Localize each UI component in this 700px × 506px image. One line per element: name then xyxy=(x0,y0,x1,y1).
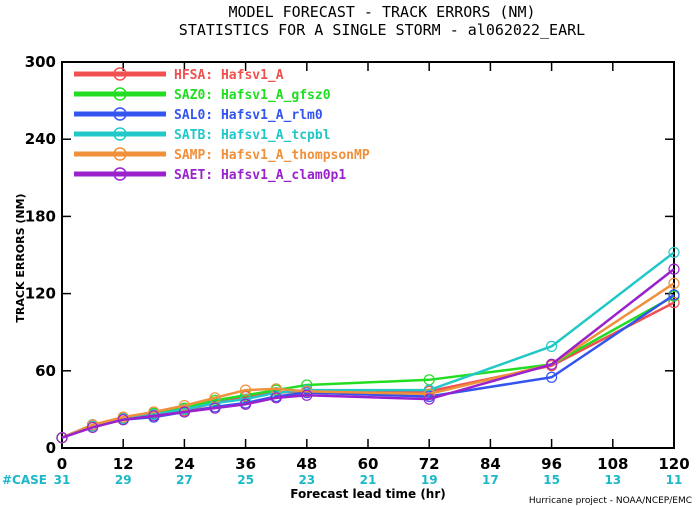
x-tick-label: 36 xyxy=(235,455,256,473)
legend-marker xyxy=(113,147,127,161)
legend-marker xyxy=(113,107,127,121)
data-point xyxy=(668,289,680,301)
y-tick-label: 0 xyxy=(46,439,56,457)
case-count: 21 xyxy=(360,473,377,487)
y-tick-label: 300 xyxy=(25,53,56,71)
data-point xyxy=(270,392,282,404)
data-point xyxy=(270,383,282,395)
case-label: #CASE xyxy=(2,473,47,487)
case-count: 29 xyxy=(115,473,132,487)
x-tick-label: 60 xyxy=(358,455,379,473)
x-tick-label: 96 xyxy=(541,455,562,473)
x-tick-label: 24 xyxy=(174,455,195,473)
data-point xyxy=(209,394,221,406)
data-point xyxy=(301,389,313,401)
chart-title: MODEL FORECAST - TRACK ERRORS (NM) xyxy=(228,3,535,21)
data-point xyxy=(178,406,190,418)
case-count: 25 xyxy=(237,473,254,487)
case-count: 19 xyxy=(421,473,438,487)
legend-entry: SAMP: Hafsv1_A_thompsonMP xyxy=(174,148,370,163)
case-count: 17 xyxy=(482,473,499,487)
data-point xyxy=(668,263,680,275)
x-tick-label: 120 xyxy=(658,455,689,473)
legend-entry: SATB: Hafsv1_A_tcpbl xyxy=(174,128,331,143)
legend-marker xyxy=(113,127,127,141)
x-tick-label: 108 xyxy=(597,455,628,473)
data-point xyxy=(117,414,129,426)
x-axis-label: Forecast lead time (hr) xyxy=(290,487,446,501)
x-tick-label: 0 xyxy=(57,455,67,473)
data-point xyxy=(545,340,558,352)
case-count: 27 xyxy=(176,473,193,487)
data-point xyxy=(148,410,160,422)
legend-entry: SAET: Hafsv1_A_clam0p1 xyxy=(174,168,346,183)
data-point xyxy=(86,421,99,434)
case-count: 11 xyxy=(666,473,683,487)
case-count: 15 xyxy=(543,473,560,487)
data-point xyxy=(240,398,252,410)
data-point xyxy=(178,399,190,412)
data-point xyxy=(209,402,221,414)
legend-marker xyxy=(113,87,127,101)
data-point xyxy=(86,419,99,431)
data-point xyxy=(56,432,68,444)
credit-text: Hurricane project - NOAA/NCEP/EMC xyxy=(529,496,692,506)
y-tick-label: 60 xyxy=(35,362,56,380)
chart-subtitle: STATISTICS FOR A SINGLE STORM - al062022… xyxy=(179,21,585,39)
legend-entry: HFSA: Hafsv1_A xyxy=(174,68,284,83)
y-tick-label: 240 xyxy=(25,130,56,148)
data-point xyxy=(117,411,129,423)
data-point xyxy=(668,297,680,309)
y-tick-label: 120 xyxy=(25,285,56,303)
data-point xyxy=(668,246,680,259)
y-tick-label: 180 xyxy=(25,207,56,225)
legend-entry: SAZ0: Hafsv1_A_gfsz0 xyxy=(174,88,331,103)
data-point xyxy=(545,358,558,370)
case-count: 13 xyxy=(604,473,621,487)
data-point xyxy=(545,371,558,383)
legend-entry: SAL0: Hafsv1_A_rlm0 xyxy=(174,108,323,123)
data-point xyxy=(668,277,680,289)
case-count: 31 xyxy=(54,473,71,487)
legend-marker xyxy=(113,167,127,181)
y-axis-label: TRACK ERRORS (NM) xyxy=(14,193,27,322)
data-point xyxy=(423,393,435,405)
x-tick-label: 84 xyxy=(480,455,501,473)
case-count: 23 xyxy=(298,473,315,487)
x-tick-label: 72 xyxy=(419,455,440,473)
x-tick-label: 12 xyxy=(113,455,134,473)
data-point xyxy=(240,384,252,396)
legend-marker xyxy=(113,67,127,81)
x-tick-label: 48 xyxy=(296,455,317,473)
